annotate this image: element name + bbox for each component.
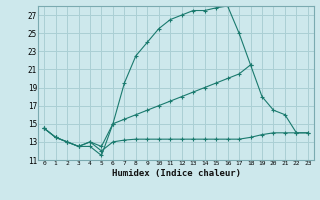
X-axis label: Humidex (Indice chaleur): Humidex (Indice chaleur) [111, 169, 241, 178]
